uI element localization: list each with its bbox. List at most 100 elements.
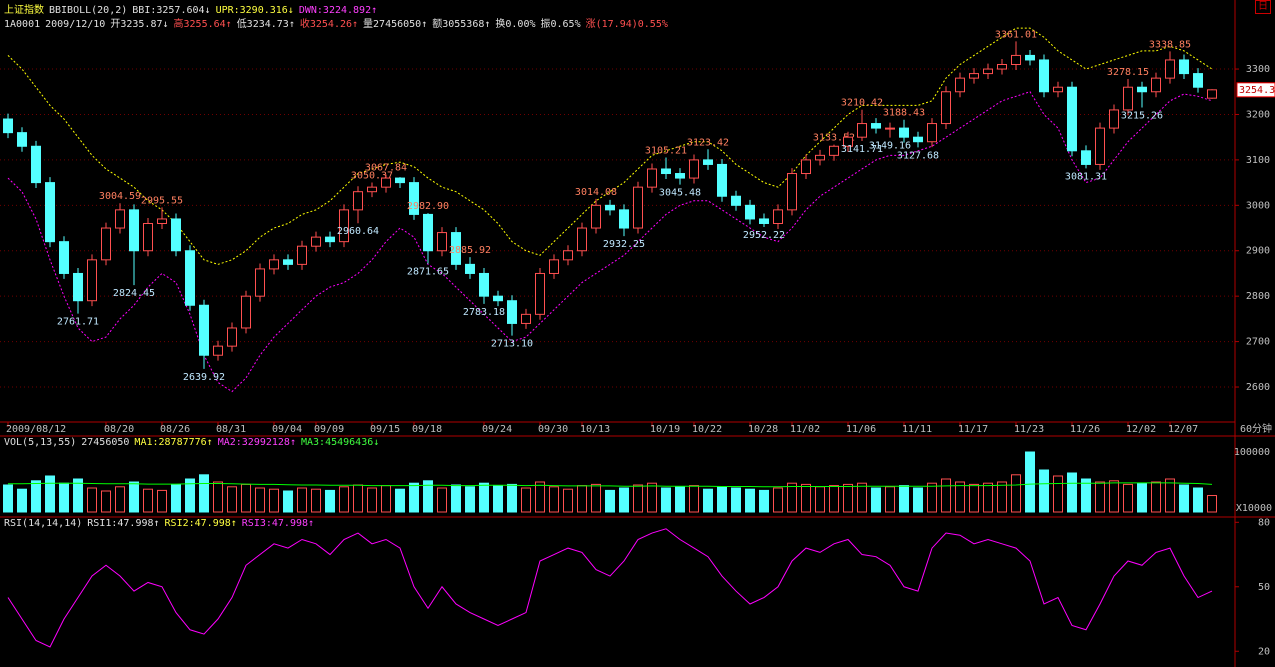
x-tick-label: 10/22 (692, 424, 722, 435)
y-tick-label: 3300 (1246, 64, 1270, 75)
candle-body (857, 123, 867, 138)
period-icon[interactable]: 日 (1255, 0, 1271, 14)
candle-body (969, 73, 979, 79)
x-tick-label: 09/30 (538, 424, 568, 435)
y-tick-label: 2800 (1246, 291, 1270, 302)
volume-bar (703, 488, 713, 513)
volume-bar (521, 487, 531, 513)
volume-bar (437, 487, 447, 513)
candle-body (1207, 89, 1217, 99)
low-label: 2761.71 (57, 317, 99, 328)
date: 2009/12/10 (45, 19, 106, 30)
candle-body (717, 163, 727, 197)
volume-bar (493, 485, 503, 513)
candle-body (1067, 86, 1077, 152)
y-tick-label: 2700 (1246, 337, 1270, 348)
low-label: 2932.25 (603, 239, 645, 250)
volume-bar (45, 475, 55, 513)
candle-body (269, 259, 279, 270)
y-tick-label: 50 (1258, 582, 1270, 593)
indicator: BBIBOLL(20,2) (49, 5, 128, 16)
low-label: 2952.22 (743, 230, 785, 241)
volume-bar (731, 487, 741, 513)
candle-body (1151, 77, 1161, 93)
vol-name: VOL(5,13,55) (4, 437, 77, 448)
open: 开3235.87↓ (110, 19, 169, 30)
high-label: 3210.42 (841, 98, 883, 109)
volume-bar (101, 490, 111, 513)
candle-body (983, 68, 993, 75)
candle-body (647, 168, 657, 188)
candle-body (73, 272, 83, 302)
boll-line (7, 27, 1213, 265)
candle-body (1053, 86, 1063, 93)
amplitude: 振0.65% (540, 19, 581, 30)
x-tick-label: 10/28 (748, 424, 778, 435)
candle-body (773, 209, 783, 224)
candle-body (353, 191, 363, 211)
candle-body (1039, 59, 1049, 93)
candle-body (591, 204, 601, 229)
volume-bar (1053, 475, 1063, 513)
volume-bar (1011, 474, 1021, 513)
low-label: 3215.26 (1121, 111, 1163, 122)
x-tick-label: 10/13 (580, 424, 610, 435)
low-label: 2639.92 (183, 372, 225, 383)
candle-body (1179, 59, 1189, 75)
low: 低3234.73↑ (236, 19, 295, 30)
x-tick-label: 11/23 (1014, 424, 1044, 435)
volume-bar (311, 488, 321, 513)
close: 收3254.26↑ (299, 19, 359, 30)
candle-body (101, 227, 111, 261)
dwn: DWN:3224.892↑ (298, 5, 378, 16)
candle-body (521, 313, 531, 324)
y-tick-label: 2600 (1246, 382, 1270, 393)
volume-bar (1095, 481, 1105, 513)
candle-body (675, 173, 685, 179)
low-label: 2871.65 (407, 267, 449, 278)
volume-bar (171, 484, 181, 513)
x-tick-label: 2009/08/12 (6, 424, 66, 435)
x-tick-label: 09/15 (370, 424, 400, 435)
volume-bar (395, 488, 405, 513)
candle-body (535, 272, 545, 315)
candle-body (885, 127, 895, 130)
volume-bar (143, 488, 153, 513)
volume-bar (983, 482, 993, 513)
candle-body (185, 250, 195, 306)
change: 涨(17.94)0.55% (585, 19, 668, 30)
volume-bar (829, 485, 839, 513)
volume-bar (843, 483, 853, 513)
indicator-header: 上证指数 BBIBOLL(20,2) BBI:3257.604↓ UPR:3290.3… (4, 1, 382, 16)
x-tick-label: 11/11 (902, 424, 932, 435)
rsi3: RSI3:47.998↑ (241, 518, 315, 529)
x-tick-label: 11/26 (1070, 424, 1100, 435)
candle-body (605, 204, 615, 211)
volume-bar (255, 487, 265, 513)
candle-body (409, 182, 419, 215)
x-tick-label: 09/09 (314, 424, 344, 435)
candle-body (465, 263, 475, 274)
high-label: 3361.01 (995, 29, 1037, 40)
volume-bar (801, 483, 811, 513)
volume-bar (115, 486, 125, 513)
high: 高3255.64↑ (173, 19, 232, 30)
volume-bar (969, 483, 979, 513)
bbi: BBI:3257.604↓ (132, 5, 211, 16)
candle-body (619, 209, 629, 229)
volume-bar (1025, 451, 1035, 513)
candle-body (395, 177, 405, 184)
upr: UPR:3290.316↓ (215, 5, 294, 16)
candle-body (31, 145, 41, 184)
candle-body (255, 268, 265, 297)
volume-bar (129, 481, 139, 513)
vol-value: 27456050 (81, 437, 130, 448)
volume-bar (199, 474, 209, 513)
volume-bar (745, 488, 755, 513)
volume-bar (941, 478, 951, 513)
candle-body (227, 327, 237, 347)
volume-bar (591, 483, 601, 513)
candle-body (745, 204, 755, 220)
candle-body (955, 77, 965, 93)
volume-bar (787, 482, 797, 513)
